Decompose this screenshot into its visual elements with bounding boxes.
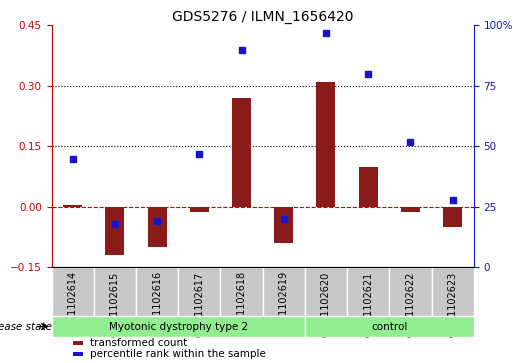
Bar: [136, 268, 178, 315]
Bar: [317, 82, 335, 207]
Bar: [232, 98, 251, 207]
Point: [111, 221, 119, 227]
Bar: [274, 207, 293, 243]
Point: [364, 71, 372, 77]
Bar: [190, 207, 209, 212]
Text: percentile rank within the sample: percentile rank within the sample: [90, 349, 265, 359]
Bar: [220, 268, 263, 315]
Bar: [106, 207, 124, 255]
Point: [280, 216, 288, 222]
Bar: [52, 315, 305, 338]
Text: transformed count: transformed count: [90, 338, 187, 348]
Bar: [94, 268, 136, 315]
Point: [406, 139, 415, 144]
Text: GSM1102618: GSM1102618: [236, 271, 247, 337]
Text: Myotonic dystrophy type 2: Myotonic dystrophy type 2: [109, 322, 248, 331]
Bar: [443, 207, 462, 227]
Text: GSM1102615: GSM1102615: [110, 271, 120, 337]
Bar: [263, 268, 305, 315]
Text: GSM1102614: GSM1102614: [67, 271, 78, 337]
Point: [195, 151, 203, 156]
Bar: [401, 207, 420, 212]
Bar: [305, 268, 347, 315]
Bar: [148, 207, 166, 247]
Text: GSM1102620: GSM1102620: [321, 271, 331, 337]
Bar: [389, 268, 432, 315]
Bar: [52, 268, 94, 315]
Bar: [359, 167, 377, 207]
Text: GSM1102623: GSM1102623: [448, 271, 458, 337]
Point: [68, 156, 77, 162]
Bar: [178, 268, 220, 315]
Bar: [73, 341, 83, 345]
Point: [153, 219, 161, 224]
Bar: [432, 268, 474, 315]
Point: [322, 30, 330, 36]
Title: GDS5276 / ILMN_1656420: GDS5276 / ILMN_1656420: [172, 11, 353, 24]
Text: GSM1102619: GSM1102619: [279, 271, 289, 337]
Point: [237, 47, 246, 53]
Text: GSM1102621: GSM1102621: [363, 271, 373, 337]
Text: GSM1102616: GSM1102616: [152, 271, 162, 337]
Text: disease state: disease state: [0, 322, 52, 331]
Bar: [63, 205, 82, 207]
Bar: [347, 268, 389, 315]
Text: GSM1102622: GSM1102622: [405, 271, 416, 337]
Point: [449, 197, 457, 203]
Text: GSM1102617: GSM1102617: [194, 271, 204, 337]
Text: control: control: [371, 322, 407, 331]
Bar: [73, 352, 83, 356]
Bar: [305, 315, 474, 338]
